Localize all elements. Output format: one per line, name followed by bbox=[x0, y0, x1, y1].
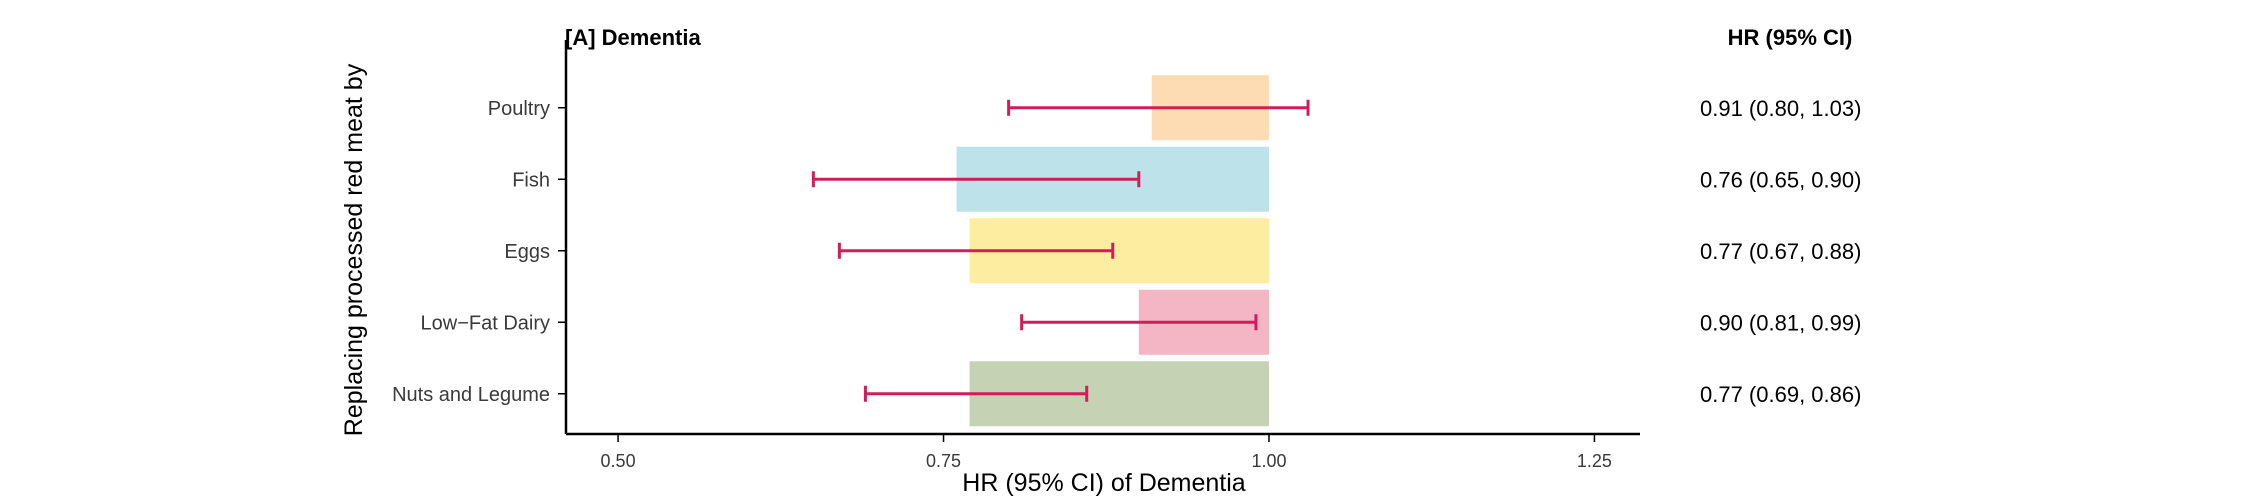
category-label: Eggs bbox=[504, 241, 550, 263]
hr-value-text: 0.76 (0.65, 0.90) bbox=[1700, 167, 1861, 192]
error-bars-layer bbox=[811, 99, 1310, 402]
panel-title: [A] Dementia bbox=[565, 25, 701, 50]
hr-value-text: 0.77 (0.67, 0.88) bbox=[1700, 239, 1861, 264]
x-axis-title: HR (95% CI) of Dementia bbox=[962, 469, 1246, 497]
axes-layer: 0.50 0.75 1.00 1.25 bbox=[558, 40, 1640, 471]
category-label: Low−Fat Dairy bbox=[421, 312, 551, 334]
x-tick-label: 0.50 bbox=[601, 451, 636, 471]
hr-text-column: 0.91 (0.80, 1.03) 0.76 (0.65, 0.90) 0.77 (… bbox=[1700, 96, 1861, 407]
x-tick-label: 1.00 bbox=[1251, 451, 1286, 471]
x-tick-label: 0.75 bbox=[926, 451, 961, 471]
hr-value-text: 0.77 (0.69, 0.86) bbox=[1700, 382, 1861, 407]
category-label: Nuts and Legume bbox=[392, 384, 550, 406]
hr-table-header: HR (95% CI) bbox=[1728, 25, 1853, 50]
y-axis-title: Replacing processed red meat by bbox=[340, 63, 368, 436]
category-label: Poultry bbox=[488, 98, 550, 120]
x-tick-label: 1.25 bbox=[1577, 451, 1612, 471]
category-label: Fish bbox=[512, 169, 550, 191]
hr-value-text: 0.90 (0.81, 0.99) bbox=[1700, 310, 1861, 335]
category-labels: Poultry Fish Eggs Low−Fat Dairy Nuts and Leg… bbox=[392, 98, 550, 406]
hr-value-text: 0.91 (0.80, 1.03) bbox=[1700, 96, 1861, 121]
